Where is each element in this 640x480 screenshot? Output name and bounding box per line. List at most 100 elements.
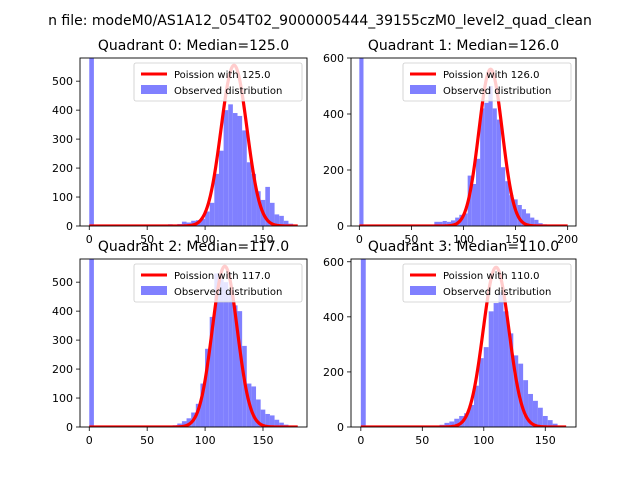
x-tick-label: 0 xyxy=(357,434,364,447)
histogram-bar xyxy=(442,220,447,226)
histogram-bar xyxy=(237,115,243,226)
histogram-bar xyxy=(503,311,509,427)
histogram-bar xyxy=(542,415,548,427)
histogram-bar xyxy=(237,311,243,427)
legend: Poission with 117.0 Observed distribution xyxy=(133,263,303,303)
histogram-bar xyxy=(232,305,238,427)
poisson-line xyxy=(359,265,568,427)
histogram-bar xyxy=(521,209,526,226)
histogram-bar xyxy=(256,191,261,226)
histogram-bar xyxy=(181,221,187,226)
histogram-bar xyxy=(274,214,280,226)
x-tick-label: 0 xyxy=(86,434,93,447)
legend-bar-swatch xyxy=(141,286,167,295)
legend-label: Poission with 110.0 xyxy=(443,271,539,282)
histogram-bar xyxy=(214,273,219,427)
histogram-bar xyxy=(534,219,539,226)
y-tick-label: 100 xyxy=(52,191,73,204)
histogram-bar xyxy=(480,108,485,226)
x-tick-label: 150 xyxy=(252,434,273,447)
histogram-bar xyxy=(537,407,543,427)
histogram-bar xyxy=(256,399,261,427)
histogram-bar xyxy=(488,86,493,226)
legend-label: Observed distribution xyxy=(443,86,551,97)
y-tick-label: 300 xyxy=(52,334,73,347)
histogram-bar xyxy=(501,167,506,226)
histogram-bar xyxy=(493,303,499,427)
histogram-bar xyxy=(260,409,266,427)
legend-box xyxy=(402,263,572,303)
histogram-bar xyxy=(478,358,484,427)
histogram-bar xyxy=(463,213,468,226)
y-tick-label: 400 xyxy=(52,305,73,318)
histogram-bar xyxy=(446,221,451,226)
histogram-bar xyxy=(205,211,210,226)
x-tick-label: 100 xyxy=(195,233,216,246)
subplot-title: Quadrant 1: Median=126.0 xyxy=(368,38,559,54)
y-tick-label: 400 xyxy=(323,311,344,324)
histogram-bar xyxy=(496,119,501,226)
legend-label: Poission with 126.0 xyxy=(443,70,539,81)
histogram-bar xyxy=(508,333,514,427)
histogram-bar xyxy=(279,215,284,226)
histogram-bar xyxy=(228,290,233,427)
histogram-bar xyxy=(476,158,481,226)
x-tick-label: 150 xyxy=(505,233,526,246)
y-tick-label: 0 xyxy=(337,220,344,233)
legend-bar-swatch xyxy=(410,286,436,295)
histogram-bar xyxy=(195,403,201,427)
histogram-bar xyxy=(517,205,522,226)
poisson-line xyxy=(88,264,299,427)
x-tick-label: 150 xyxy=(535,434,556,447)
histogram-bar xyxy=(434,221,439,226)
legend-label: Poission with 125.0 xyxy=(174,70,270,81)
histogram-bar xyxy=(251,386,257,427)
histogram-bar xyxy=(528,393,533,427)
y-tick-label: 600 xyxy=(323,256,344,269)
histogram-bar xyxy=(484,102,489,226)
y-tick-label: 200 xyxy=(323,366,344,379)
y-tick-label: 400 xyxy=(52,104,73,117)
plot-area xyxy=(88,58,299,226)
histogram-bar xyxy=(89,58,94,226)
histogram-bar xyxy=(269,415,275,427)
y-tick-label: 300 xyxy=(52,133,73,146)
histogram-bar xyxy=(444,422,450,427)
histogram-bar xyxy=(209,316,215,427)
plot-area xyxy=(88,259,299,427)
histogram-bar xyxy=(469,404,474,427)
histogram-bar xyxy=(246,162,252,226)
y-tick-label: 200 xyxy=(52,162,73,175)
subplot-0: Quadrant 0: Median=125.0 0 50 100 150 0 100 200… xyxy=(52,38,308,246)
histogram-bar xyxy=(232,113,238,226)
legend: Poission with 125.0 Observed distribution xyxy=(133,62,303,102)
subplot-grid: Quadrant 0: Median=125.0 0 50 100 150 0 100 200… xyxy=(52,38,578,447)
plot-area xyxy=(359,259,568,427)
x-tick-label: 100 xyxy=(453,233,474,246)
legend-label: Observed distribution xyxy=(443,287,551,298)
histogram-bar xyxy=(209,202,215,226)
x-tick-label: 50 xyxy=(140,434,154,447)
histogram-bar xyxy=(359,58,364,226)
histogram-bar xyxy=(438,221,443,226)
subplot-2: Quadrant 2: Median=117.0 0 50 100 150 0 100 200… xyxy=(52,239,308,447)
histogram-bar xyxy=(505,181,510,226)
histogram-bar xyxy=(473,385,479,427)
subplot-1: Quadrant 1: Median=126.0 0 50 100 150 200 0 200… xyxy=(323,38,578,246)
histogram-bar xyxy=(274,419,280,427)
legend-box xyxy=(133,62,303,102)
y-tick-label: 200 xyxy=(52,363,73,376)
histogram-bar xyxy=(269,202,275,226)
histogram-bar xyxy=(483,347,489,427)
histogram-bar xyxy=(181,421,187,427)
histogram-bar xyxy=(200,383,206,427)
histogram-bar xyxy=(218,279,224,427)
x-tick-label: 0 xyxy=(86,233,93,246)
y-tick-label: 400 xyxy=(323,108,344,121)
legend-label: Observed distribution xyxy=(174,86,282,97)
subplot-3: Quadrant 3: Median=110.0 0 50 100 150 0 200 400… xyxy=(323,239,577,447)
x-tick-label: 50 xyxy=(140,233,154,246)
legend: Poission with 110.0 Observed distribution xyxy=(402,263,572,303)
y-tick-label: 200 xyxy=(323,164,344,177)
histogram-bar xyxy=(530,217,535,226)
